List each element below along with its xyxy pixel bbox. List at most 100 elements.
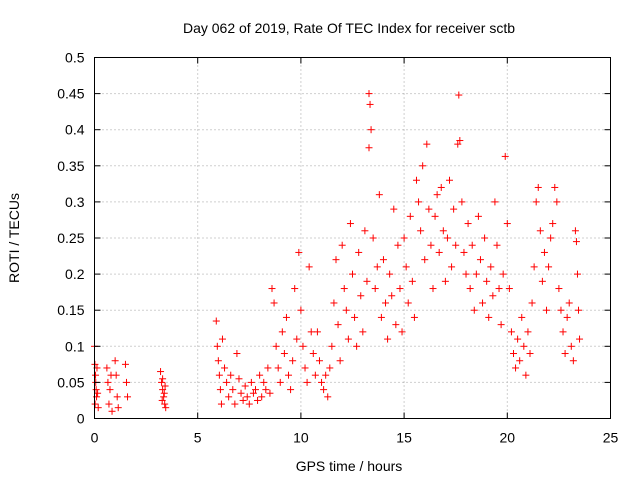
- data-point: [452, 241, 460, 249]
- y-tick-label: 0.45: [57, 86, 84, 102]
- data-point: [514, 335, 522, 343]
- data-point: [481, 234, 489, 242]
- data-point: [340, 285, 348, 293]
- data-point: [532, 198, 540, 206]
- data-point: [94, 389, 102, 397]
- data-point: [322, 371, 330, 379]
- data-point: [388, 292, 396, 300]
- data-point: [262, 386, 270, 394]
- data-point: [159, 375, 167, 383]
- y-axis-label: ROTI / TECUs: [6, 193, 22, 283]
- data-point: [223, 378, 231, 386]
- data-point: [417, 227, 425, 235]
- data-point: [573, 270, 581, 278]
- data-point: [394, 241, 402, 249]
- data-point: [282, 313, 290, 321]
- data-point: [569, 357, 577, 365]
- data-point: [122, 378, 130, 386]
- plot-frame: [94, 57, 611, 419]
- data-point: [251, 386, 259, 394]
- data-point: [415, 198, 423, 206]
- data-points: [91, 90, 584, 415]
- data-point: [113, 393, 121, 401]
- data-point: [454, 140, 462, 148]
- data-point: [379, 256, 387, 264]
- data-point: [489, 292, 497, 300]
- data-point: [499, 270, 507, 278]
- data-point: [235, 375, 243, 383]
- data-point: [274, 364, 282, 372]
- data-point: [268, 285, 276, 293]
- data-point: [553, 198, 561, 206]
- data-point: [423, 140, 431, 148]
- data-point: [561, 350, 569, 358]
- data-point: [439, 227, 447, 235]
- data-point: [427, 241, 435, 249]
- data-point: [455, 91, 463, 99]
- grid-lines: [94, 57, 611, 419]
- y-tick-label: 0: [77, 411, 85, 427]
- data-point: [311, 371, 319, 379]
- data-point: [158, 378, 166, 386]
- data-point: [112, 371, 120, 379]
- data-point: [287, 386, 295, 394]
- data-point: [94, 404, 102, 412]
- data-point: [299, 342, 307, 350]
- y-tick-label: 0.15: [57, 302, 84, 318]
- data-point: [285, 371, 293, 379]
- data-point: [313, 328, 321, 336]
- data-point: [258, 393, 266, 401]
- data-point: [551, 183, 559, 191]
- data-point: [540, 248, 548, 256]
- data-point: [241, 382, 249, 390]
- data-point: [435, 248, 443, 256]
- data-point: [91, 400, 99, 408]
- data-point: [433, 191, 441, 199]
- data-point: [221, 364, 229, 372]
- data-point: [264, 364, 272, 372]
- data-point: [464, 220, 472, 228]
- data-point: [375, 191, 383, 199]
- x-tick-label: 15: [396, 430, 412, 446]
- data-point: [361, 227, 369, 235]
- data-point: [105, 400, 113, 408]
- data-point: [437, 183, 445, 191]
- x-tick-label: 25: [603, 430, 619, 446]
- data-point: [104, 378, 112, 386]
- data-point: [355, 248, 363, 256]
- data-point: [390, 205, 398, 213]
- data-point: [419, 162, 427, 170]
- data-point: [396, 285, 404, 293]
- data-point: [214, 357, 222, 365]
- data-point: [278, 328, 286, 336]
- data-point: [342, 306, 350, 314]
- data-point: [479, 299, 487, 307]
- data-point: [565, 299, 573, 307]
- data-point: [501, 152, 509, 160]
- data-point: [392, 321, 400, 329]
- data-point: [351, 313, 359, 321]
- data-point: [247, 378, 255, 386]
- data-point: [576, 335, 584, 343]
- data-point: [483, 277, 491, 285]
- data-point: [404, 299, 412, 307]
- x-axis-label: GPS time / hours: [296, 458, 403, 474]
- y-tick-label: 0.2: [65, 266, 85, 282]
- data-point: [530, 263, 538, 271]
- data-point: [460, 248, 468, 256]
- data-point: [507, 328, 515, 336]
- x-tick-label: 5: [194, 430, 202, 446]
- data-point: [213, 342, 221, 350]
- y-tick-labels: 0 0.05 0.1 0.15 0.2 0.25 0.3 0.35 0.4 0.45 0.5: [57, 50, 84, 427]
- data-point: [536, 227, 544, 235]
- data-point: [344, 335, 352, 343]
- data-point: [270, 299, 278, 307]
- data-point: [111, 357, 119, 365]
- data-point: [567, 342, 575, 350]
- data-point: [493, 241, 501, 249]
- data-point: [466, 285, 474, 293]
- data-point: [538, 277, 546, 285]
- data-point: [357, 292, 365, 300]
- data-point: [485, 313, 493, 321]
- data-point: [509, 350, 517, 358]
